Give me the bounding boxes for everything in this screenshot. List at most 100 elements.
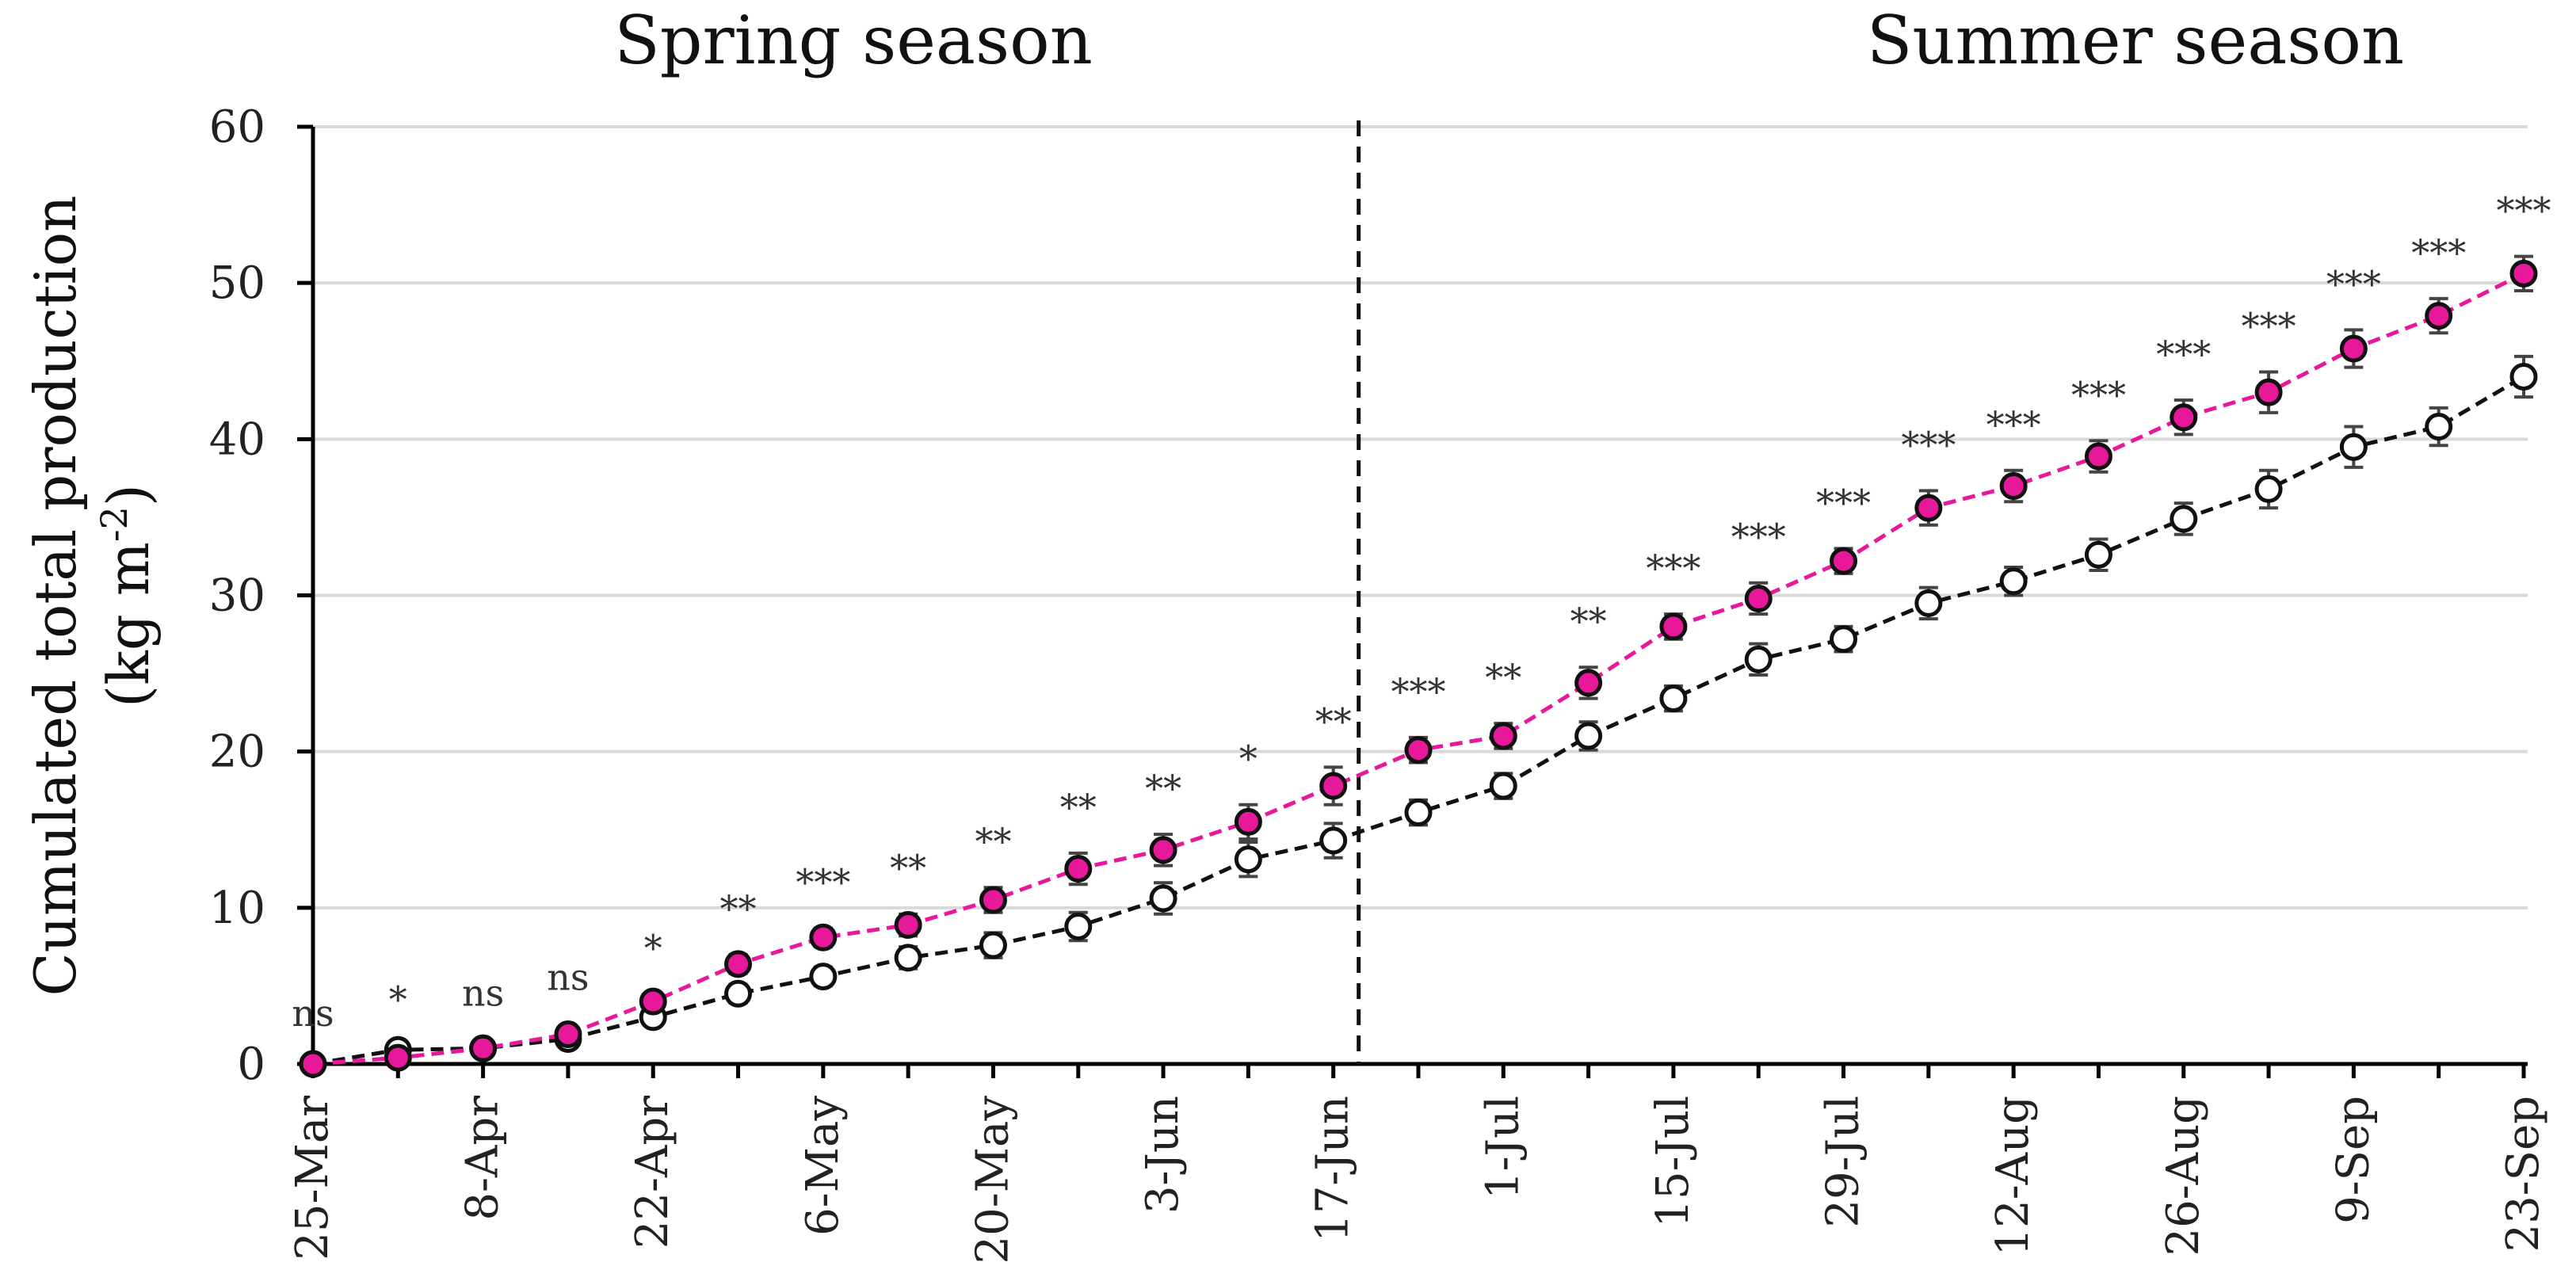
data-point (2425, 302, 2453, 330)
data-point (1149, 836, 1177, 864)
data-point (1914, 589, 1943, 617)
series (299, 254, 2538, 1078)
x-tick-label: 12-Aug (1987, 1096, 2039, 1256)
significance-label: ns (547, 956, 589, 999)
significance-label: * (1239, 738, 1257, 780)
x-tick-label: 17-Jun (1307, 1096, 1359, 1242)
y-tick-label: 60 (209, 101, 265, 153)
data-point (1149, 884, 1177, 913)
significance-label: ** (1060, 786, 1097, 829)
x-tick-label: 26-Aug (2158, 1096, 2209, 1256)
data-point (1234, 845, 1262, 874)
y-tick-label: 20 (209, 726, 265, 778)
significance-label: *** (1731, 516, 1786, 559)
data-point (1404, 736, 1433, 765)
significance-label: *** (2071, 373, 2126, 416)
y-tick-label: 10 (209, 883, 265, 934)
x-tick-label: 25-Mar (287, 1096, 338, 1260)
significance-label: *** (1646, 547, 1700, 589)
x-tick-label: 22-Apr (627, 1096, 678, 1249)
data-point (384, 1043, 412, 1072)
data-point (894, 944, 922, 972)
data-point (809, 963, 838, 991)
y-tick-label: 0 (237, 1039, 265, 1090)
significance-label: *** (2411, 231, 2466, 274)
significance-label: ** (1315, 700, 1352, 742)
significance-label: *** (1816, 481, 1871, 524)
y-axis-title-line2: (kg m-2) (93, 484, 162, 707)
data-point (2084, 442, 2112, 471)
data-point (639, 987, 667, 1016)
significance-label: *** (2242, 305, 2296, 348)
data-point (1319, 772, 1348, 800)
significance-label: *** (1986, 403, 2041, 446)
significance-label: *** (2156, 333, 2211, 376)
y-axis-title: Cumulated total production (kg m-2) (22, 196, 162, 997)
data-point (2425, 413, 2453, 441)
data-point (2170, 505, 2198, 533)
y-axis-title-sup: -2 (93, 506, 135, 542)
data-point (299, 1050, 327, 1078)
data-point (2339, 433, 2368, 461)
y-ticks: 0 10 20 30 40 50 60 (209, 101, 313, 1090)
y-tick-label: 50 (209, 257, 265, 309)
data-point (2254, 378, 2283, 406)
x-tick-label: 9-Sep (2327, 1096, 2379, 1224)
data-point (1830, 625, 1858, 654)
significance-label: * (644, 926, 662, 969)
data-point (2509, 362, 2538, 391)
data-point (1234, 807, 1262, 836)
data-point (1659, 612, 1688, 641)
data-point (554, 1020, 582, 1049)
data-point (2509, 259, 2538, 288)
significance-label: ** (1485, 656, 1521, 699)
significance-label: * (389, 978, 407, 1020)
season-label-summer: Summer season (1867, 2, 2404, 79)
x-tick-label: 15-Jul (1647, 1096, 1699, 1228)
data-point (469, 1034, 498, 1062)
data-point (979, 931, 1007, 959)
data-point (1659, 684, 1688, 713)
y-tick-label: 40 (209, 414, 265, 465)
x-tick-label: 8-Apr (457, 1096, 509, 1221)
data-point (2170, 403, 2198, 432)
significance-label: *** (2326, 262, 2381, 305)
data-point (1489, 722, 1517, 750)
gridlines (313, 125, 2528, 909)
significance-label: *** (1391, 670, 1446, 713)
significance-label: ns (462, 971, 504, 1014)
x-tick-label: 1-Jul (1477, 1096, 1528, 1199)
data-point (2084, 540, 2112, 569)
data-point (1744, 645, 1773, 673)
significance-label: ** (1145, 767, 1181, 810)
data-point (809, 923, 838, 951)
data-point (979, 886, 1007, 914)
data-point (1830, 547, 1858, 575)
significance-label: ** (975, 820, 1011, 863)
y-axis-title-unit: (kg m (95, 542, 162, 707)
significance-label: *** (2497, 189, 2551, 232)
data-point (2339, 334, 2368, 363)
x-tick-label: 29-Jul (1818, 1096, 1869, 1228)
data-point (1064, 912, 1093, 940)
data-point (1574, 722, 1603, 750)
data-point (894, 911, 922, 940)
data-point (1574, 669, 1603, 697)
y-axis-title-close: ) (95, 484, 162, 506)
x-ticks: 25-Mar 8-Apr 22-Apr 6-May 20-May 3-Jun 17-Jun 1… (287, 1064, 2549, 1264)
data-point (1064, 855, 1093, 883)
significance-label: ** (890, 847, 926, 890)
significance-label: ** (1570, 600, 1607, 642)
y-axis-title-line1: Cumulated total production (22, 196, 89, 997)
data-point (2254, 475, 2283, 503)
data-point (1914, 494, 1943, 522)
data-point (724, 979, 753, 1008)
data-point (1319, 826, 1348, 855)
y-tick-label: 30 (209, 570, 265, 622)
x-tick-label: 20-May (967, 1096, 1018, 1264)
significance-labels: ns * ns ns****** ****** ******** *************… (292, 189, 2551, 1035)
data-point (1489, 772, 1517, 800)
data-point (1744, 584, 1773, 612)
x-tick-label: 3-Jun (1137, 1096, 1189, 1214)
